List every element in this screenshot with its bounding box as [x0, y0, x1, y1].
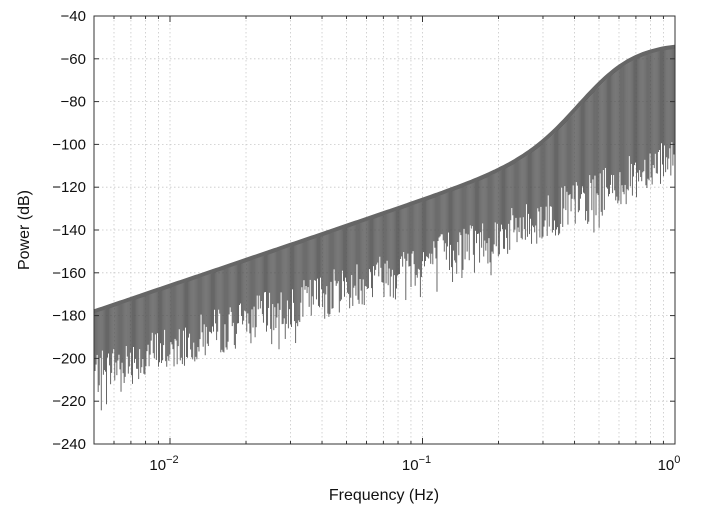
- y-tick-label: −60: [61, 51, 86, 68]
- y-axis-label: Power (dB): [16, 190, 33, 270]
- y-tick-label: −80: [61, 94, 86, 111]
- grid: [94, 16, 675, 444]
- x-axis-label: Frequency (Hz): [329, 487, 439, 504]
- y-tick-label: −100: [52, 136, 86, 153]
- x-tick-label: 100: [658, 454, 681, 474]
- y-tick-label: −180: [52, 308, 86, 325]
- tick-marks: [93, 15, 675, 445]
- y-tick-label: −160: [52, 265, 86, 282]
- y-tick-label: −40: [61, 8, 86, 25]
- y-tick-label: −120: [52, 179, 86, 196]
- y-tick-label: −240: [52, 436, 86, 453]
- data-layer: [93, 44, 676, 411]
- y-tick-labels: −40 −60 −80 −100 −120 −140 −160 −180 −200 −220 −24…: [52, 8, 86, 453]
- upper-envelope-line: [93, 44, 676, 314]
- x-tick-label: 10−1: [402, 454, 431, 474]
- plot-background: [94, 16, 675, 444]
- series-spikes: [93, 46, 676, 411]
- y-tick-label: −200: [52, 350, 86, 367]
- x-tick-label: 10−2: [149, 454, 178, 474]
- y-tick-label: −220: [52, 393, 86, 410]
- y-tick-label: −140: [52, 222, 86, 239]
- x-tick-labels: 10−2 10−1 100: [149, 454, 680, 474]
